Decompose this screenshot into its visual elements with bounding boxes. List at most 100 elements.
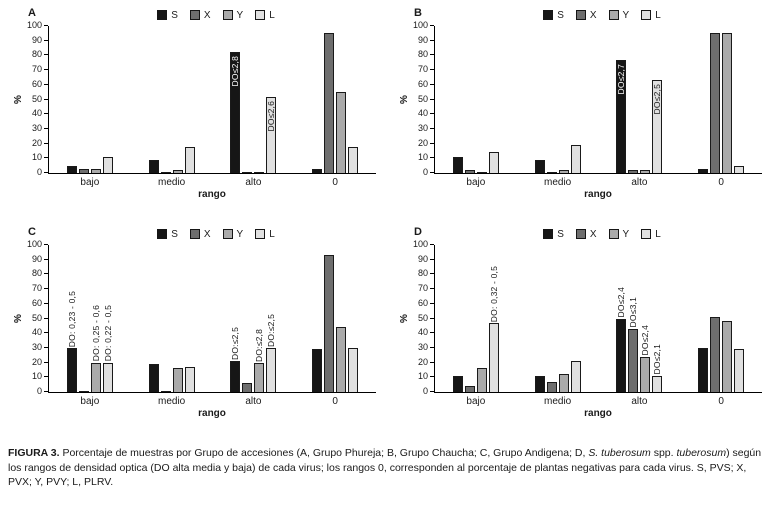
bar-l-alto: DO≤2,5 bbox=[652, 80, 663, 173]
y-tick-label: 80 bbox=[31, 268, 42, 279]
y-axis-label: % bbox=[12, 26, 24, 173]
legend-item-y: Y bbox=[222, 9, 244, 21]
y-tick-label: 0 bbox=[422, 386, 428, 396]
y-tick-label: 100 bbox=[412, 239, 428, 249]
legend-label-s: S bbox=[171, 228, 178, 240]
x-tick-label-0: 0 bbox=[332, 396, 338, 407]
legend-label-y: Y bbox=[622, 228, 630, 240]
y-tick-label: 40 bbox=[417, 327, 428, 338]
bar-l-0 bbox=[348, 347, 359, 392]
y-tick-label: 80 bbox=[31, 49, 42, 60]
y-tick-mark bbox=[430, 25, 434, 26]
legend-label-l: L bbox=[269, 228, 275, 240]
x-tick-label-0: 0 bbox=[718, 177, 724, 188]
bar-group-0 bbox=[680, 245, 762, 392]
legend-item-y: Y bbox=[608, 10, 629, 21]
y-axis-label: % bbox=[398, 26, 410, 173]
y-axis: 0 10 20 30 40 50 60 70 80 90 100 bbox=[410, 240, 434, 396]
legend-swatch-y bbox=[222, 10, 233, 20]
bar-y-medio bbox=[558, 374, 569, 392]
legend-label-x: X bbox=[589, 228, 597, 240]
y-tick-label: 30 bbox=[417, 341, 428, 352]
bar-x-medio bbox=[160, 390, 171, 392]
bar-s-alto: DO≤2,7 bbox=[616, 59, 627, 173]
y-tick-label: 60 bbox=[417, 78, 428, 89]
caption-text-segment: tuberosum bbox=[676, 447, 727, 459]
y-tick-mark bbox=[430, 288, 434, 290]
y-tick-mark bbox=[430, 302, 434, 304]
bar-l-bajo bbox=[102, 156, 113, 173]
legend-swatch-x bbox=[189, 229, 200, 239]
y-tick-label: 70 bbox=[31, 64, 42, 75]
x-tick-label-bajo: bajo bbox=[80, 177, 100, 188]
legend-label-y: Y bbox=[236, 228, 244, 240]
x-axis-title: rango bbox=[584, 189, 612, 200]
y-tick-label: 70 bbox=[417, 283, 428, 294]
y-tick-mark bbox=[44, 54, 48, 56]
bar-x-medio bbox=[546, 171, 557, 173]
bar-x-0 bbox=[710, 33, 721, 173]
plot-main: DO: 0,23 - 0,5 DO: 0,25 - 0,6 DO: 0,22 - 0… bbox=[48, 245, 376, 419]
legend-item-y: Y bbox=[608, 228, 630, 240]
bar-do-label: DO≤2,6 bbox=[266, 100, 277, 131]
x-tick-label-medio: medio bbox=[544, 396, 572, 407]
y-tick-mark bbox=[430, 376, 434, 378]
bar-x-alto bbox=[242, 171, 253, 173]
bar-y-bajo bbox=[90, 168, 101, 173]
legend-swatch-s bbox=[157, 10, 168, 20]
bar-group-alto: DO≤2,7 DO≤2,5 bbox=[599, 26, 681, 173]
legend-swatch-x bbox=[575, 10, 586, 20]
bar-s-alto: DO≤2,8 bbox=[230, 52, 241, 173]
bar-s-medio bbox=[534, 375, 545, 392]
bar-group-0 bbox=[680, 26, 762, 173]
legend-item-x: X bbox=[575, 10, 597, 21]
legend-swatch-s bbox=[543, 10, 554, 20]
caption-text-segment: spp. bbox=[650, 447, 677, 459]
panel-letter: D bbox=[414, 226, 422, 238]
bar-s-0 bbox=[698, 347, 709, 392]
bar-x-0 bbox=[710, 317, 721, 392]
y-tick-mark bbox=[44, 172, 48, 173]
bar-x-bajo bbox=[464, 386, 475, 392]
y-tick-label: 50 bbox=[417, 312, 428, 323]
figure-caption: FIGURA 3. Porcentaje de muestras por Gru… bbox=[0, 438, 772, 490]
x-axis-title: rango bbox=[198, 408, 226, 419]
bar-y-alto bbox=[254, 171, 265, 173]
bar-l-alto: DO≤2,6 bbox=[266, 96, 277, 173]
y-tick-mark bbox=[44, 142, 48, 144]
y-tick-label: 60 bbox=[31, 78, 42, 89]
x-tick-label-medio: medio bbox=[158, 396, 186, 407]
bar-s-bajo bbox=[452, 156, 463, 173]
y-tick-mark bbox=[44, 258, 48, 260]
x-tick-label-0: 0 bbox=[332, 177, 338, 188]
legend-item-s: S bbox=[543, 10, 564, 21]
chart-panel-d: D S X Y L % 0 10 20 30 40 50 60 70 80 90 100 DO: 0,32… bbox=[386, 219, 772, 438]
legend-item-s: S bbox=[157, 10, 178, 21]
y-tick-label: 20 bbox=[417, 137, 428, 148]
y-tick-label: 20 bbox=[31, 137, 42, 148]
plot-main: DO≤2,7 DO≤2,5 bajo medio alto 0 rango bbox=[434, 26, 762, 200]
y-tick-mark bbox=[430, 83, 434, 85]
y-tick-label: 30 bbox=[31, 122, 42, 133]
y-tick-mark bbox=[430, 244, 434, 245]
bar-l-0 bbox=[348, 146, 359, 173]
bar-y-alto: DO:≤2,8 bbox=[254, 329, 265, 392]
y-tick-mark bbox=[430, 273, 434, 275]
plot-area: % 0 10 20 30 40 50 60 70 80 90 100 DO: 0,32 - 0,5 D… bbox=[398, 240, 762, 419]
y-tick-label: 80 bbox=[417, 268, 428, 279]
y-tick-label: 0 bbox=[36, 167, 42, 177]
plot-main: DO: 0,32 - 0,5 DO≤2,4 DO≤3,1 DO≤2,4 DO≤2,1 b… bbox=[434, 245, 762, 419]
legend-label-l: L bbox=[655, 228, 661, 240]
y-tick-label: 90 bbox=[31, 253, 42, 264]
legend-label-y: Y bbox=[236, 9, 244, 21]
y-axis-label: % bbox=[12, 245, 24, 392]
y-axis-label: % bbox=[398, 245, 410, 392]
y-tick-mark bbox=[44, 98, 48, 100]
y-tick-label: 10 bbox=[417, 371, 428, 382]
bar-l-medio bbox=[570, 145, 581, 173]
bar-s-medio bbox=[534, 159, 545, 173]
